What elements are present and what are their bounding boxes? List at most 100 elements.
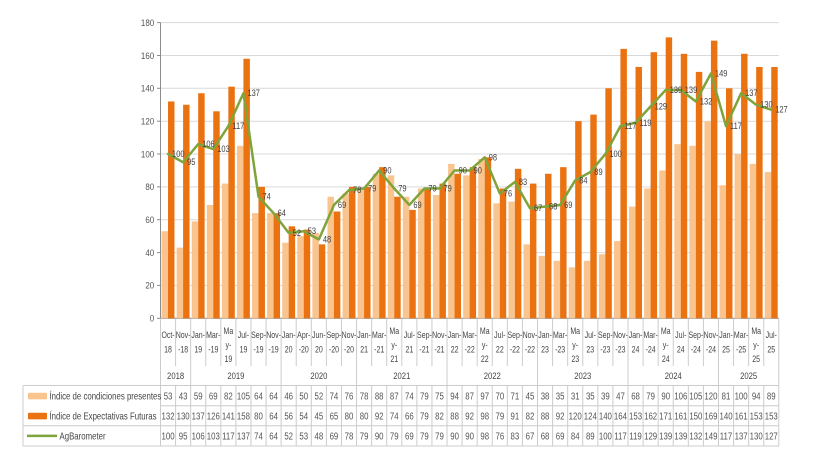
svg-text:92: 92: [556, 411, 565, 422]
svg-text:20: 20: [145, 280, 154, 291]
svg-text:89: 89: [767, 391, 776, 402]
svg-text:141: 141: [222, 411, 235, 422]
svg-text:94: 94: [752, 391, 761, 402]
svg-text:119: 119: [629, 431, 642, 442]
svg-text:117: 117: [614, 431, 627, 442]
svg-text:79: 79: [435, 431, 444, 442]
svg-text:149: 149: [704, 431, 717, 442]
svg-text:100: 100: [609, 149, 622, 159]
svg-text:74: 74: [330, 391, 339, 402]
svg-text:74: 74: [390, 411, 399, 422]
svg-text:132: 132: [162, 411, 175, 422]
svg-text:126: 126: [207, 411, 220, 422]
svg-text:Jul-: Jul-: [585, 330, 596, 340]
svg-text:79: 79: [495, 411, 504, 422]
svg-text:67: 67: [526, 431, 535, 442]
svg-text:117: 117: [624, 122, 636, 132]
svg-text:171: 171: [659, 411, 672, 422]
svg-text:124: 124: [584, 411, 597, 422]
svg-text:82: 82: [224, 391, 233, 402]
svg-text:Mar-: Mar-: [206, 330, 221, 340]
svg-text:69: 69: [338, 200, 347, 210]
svg-text:y-: y-: [572, 340, 578, 350]
svg-text:68: 68: [549, 202, 558, 212]
svg-text:54: 54: [299, 411, 308, 422]
svg-text:95: 95: [187, 158, 196, 168]
svg-text:105: 105: [689, 391, 702, 402]
svg-text:98: 98: [480, 411, 489, 422]
svg-text:Mar-: Mar-: [372, 330, 387, 340]
svg-text:Índice de condiciones presente: Índice de condiciones presentes: [50, 391, 162, 402]
svg-text:76: 76: [495, 431, 504, 442]
svg-text:Mar-: Mar-: [462, 330, 477, 340]
svg-text:100: 100: [172, 149, 185, 159]
svg-text:19: 19: [194, 345, 202, 355]
svg-text:52: 52: [293, 228, 302, 238]
svg-text:2025: 2025: [740, 370, 757, 381]
svg-text:150: 150: [689, 411, 702, 422]
svg-text:-20: -20: [299, 345, 309, 355]
svg-text:140: 140: [141, 83, 154, 94]
svg-text:139: 139: [659, 431, 672, 442]
svg-text:69: 69: [564, 200, 573, 210]
svg-text:y-: y-: [225, 340, 231, 350]
svg-text:Nov-: Nov-: [176, 330, 191, 340]
svg-text:Mar-: Mar-: [553, 330, 568, 340]
svg-text:95: 95: [179, 431, 188, 442]
svg-text:140: 140: [599, 411, 612, 422]
svg-text:Jun-: Jun-: [312, 330, 326, 340]
svg-text:76: 76: [345, 391, 354, 402]
svg-text:91: 91: [511, 411, 520, 422]
svg-text:-21: -21: [419, 345, 429, 355]
svg-text:Nov-: Nov-: [432, 330, 447, 340]
svg-text:90: 90: [383, 166, 392, 176]
svg-text:40: 40: [145, 247, 154, 258]
svg-text:2019: 2019: [227, 370, 244, 381]
svg-text:129: 129: [644, 431, 657, 442]
svg-text:48: 48: [323, 235, 332, 245]
svg-text:Mar-: Mar-: [734, 330, 749, 340]
svg-text:20: 20: [315, 345, 323, 355]
svg-text:79: 79: [398, 184, 407, 194]
svg-text:AgBarometer: AgBarometer: [60, 431, 106, 442]
svg-text:Sep-: Sep-: [417, 330, 432, 340]
svg-text:103: 103: [217, 145, 230, 155]
svg-text:22: 22: [481, 354, 489, 364]
svg-text:153: 153: [629, 411, 642, 422]
svg-text:106: 106: [202, 140, 215, 150]
svg-text:137: 137: [237, 431, 250, 442]
svg-text:19: 19: [224, 354, 232, 364]
svg-text:21: 21: [360, 345, 368, 355]
svg-text:Ma: Ma: [480, 326, 490, 336]
svg-text:-21: -21: [374, 345, 384, 355]
svg-text:-22: -22: [510, 345, 520, 355]
svg-text:117: 117: [720, 431, 733, 442]
svg-text:18: 18: [164, 345, 172, 355]
svg-text:117: 117: [222, 431, 235, 442]
svg-text:139: 139: [674, 431, 687, 442]
svg-text:23: 23: [571, 354, 579, 364]
svg-text:20: 20: [285, 345, 293, 355]
svg-text:169: 169: [704, 411, 717, 422]
svg-text:88: 88: [450, 411, 459, 422]
svg-text:84: 84: [579, 176, 588, 186]
svg-text:90: 90: [661, 391, 670, 402]
svg-text:106: 106: [674, 391, 687, 402]
svg-text:24: 24: [632, 345, 640, 355]
svg-text:129: 129: [655, 102, 668, 112]
svg-text:82: 82: [435, 411, 444, 422]
svg-text:78: 78: [360, 391, 369, 402]
svg-text:74: 74: [254, 431, 263, 442]
svg-text:78: 78: [345, 431, 354, 442]
svg-text:Jan-: Jan-: [538, 330, 552, 340]
svg-text:47: 47: [616, 391, 625, 402]
svg-text:-22: -22: [465, 345, 475, 355]
svg-text:52: 52: [314, 391, 323, 402]
svg-text:2023: 2023: [574, 370, 591, 381]
svg-text:69: 69: [405, 431, 414, 442]
svg-text:132: 132: [689, 431, 702, 442]
svg-text:23: 23: [541, 345, 549, 355]
svg-text:52: 52: [284, 431, 293, 442]
svg-text:119: 119: [640, 118, 652, 128]
svg-text:64: 64: [269, 391, 278, 402]
